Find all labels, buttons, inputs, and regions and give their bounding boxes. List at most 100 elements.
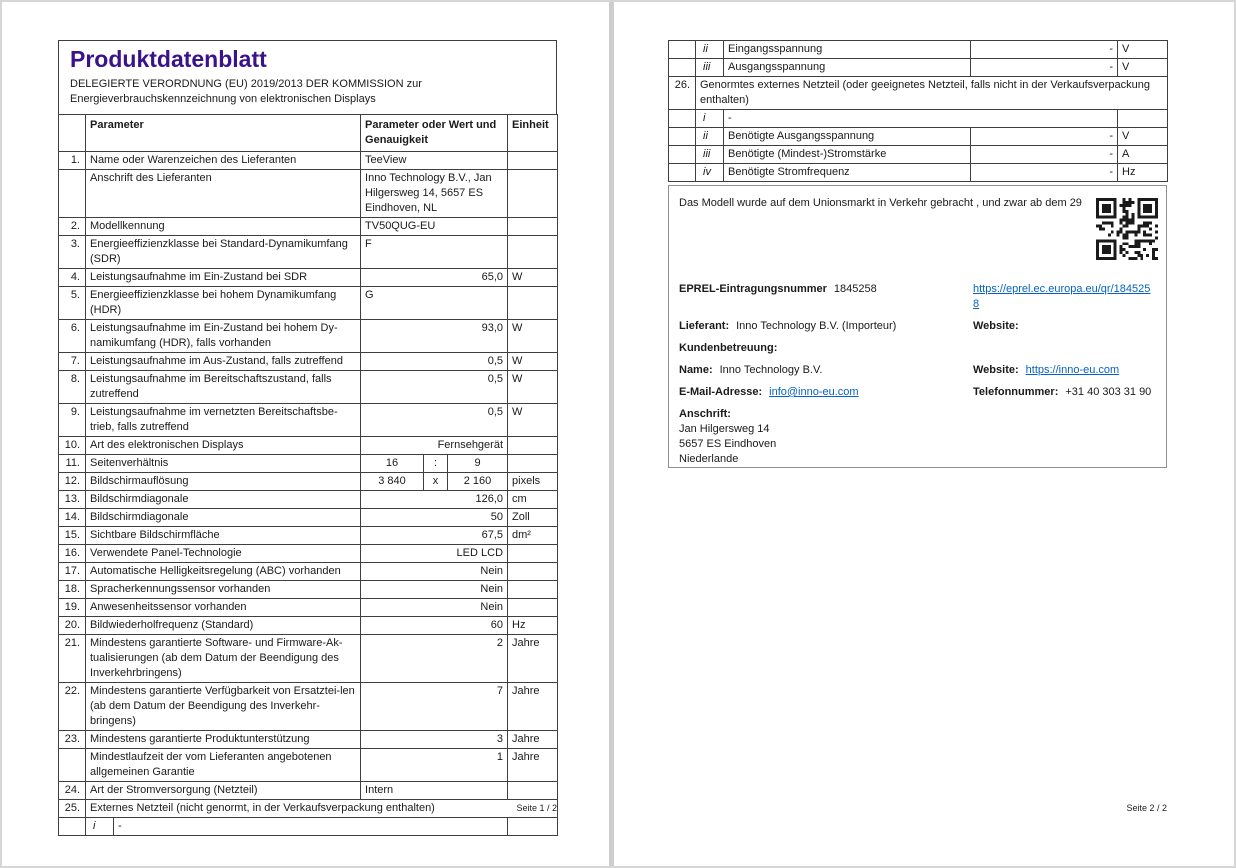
cell-unit xyxy=(507,235,559,269)
cell-parameter: Anschrift des Lieferanten xyxy=(84,169,362,218)
cell-value: 0,5 xyxy=(360,403,509,437)
cell-number: 3. xyxy=(58,235,86,269)
cell-unit: W xyxy=(507,319,559,353)
cell-unit xyxy=(507,169,559,218)
cell-unit xyxy=(507,598,559,617)
field-label: E-Mail-Adresse: xyxy=(679,386,763,398)
cell-parameter: Benötigte (Mindest-)Stromstärke xyxy=(723,145,971,164)
cell-value: LED LCD xyxy=(360,544,509,563)
cell-parameter: Art des elektronischen Displays xyxy=(84,436,362,455)
table-row: 14. Bildschirmdiagonale 50 Zoll xyxy=(58,508,559,527)
table-row: 25. Externes Netzteil (nicht genormt, in … xyxy=(58,799,559,818)
cell-unit: Jahre xyxy=(507,748,559,782)
cell-roman-index: iii xyxy=(695,145,724,164)
cell-parameter: Eingangsspannung xyxy=(723,40,971,59)
field-value: Inno Technology B.V. (Importeur) xyxy=(736,320,897,332)
cell-value: - xyxy=(112,817,509,836)
field-label: Website: xyxy=(973,320,1019,332)
cell-value: Intern xyxy=(360,781,509,800)
cell-roman-index: i xyxy=(695,109,724,128)
cell-value: 2 xyxy=(360,634,509,683)
cell-value: F xyxy=(360,235,509,269)
cell-parameter: Art der Stromversorgung (Netzteil) xyxy=(84,781,362,800)
cell-parameter: Bildschirmdiagonale xyxy=(84,490,362,509)
table-row: 4. Leistungsaufnahme im Ein-Zustand bei S… xyxy=(58,268,559,287)
cell-value-a: 16 xyxy=(360,454,425,473)
cell-parameter: Ausgangsspannung xyxy=(723,58,971,77)
cell-parameter: Leistungsaufnahme im Aus-Zustand, falls … xyxy=(84,352,362,371)
cell-unit: V xyxy=(1117,40,1169,59)
table-row: 6. Leistungsaufnahme im Ein-Zustand bei h… xyxy=(58,319,559,353)
cell-number: 21. xyxy=(58,634,86,683)
cell-roman-index: iv xyxy=(695,163,724,182)
address-line: 5657 ES Eindhoven xyxy=(679,438,777,450)
cell-unit: W xyxy=(507,403,559,437)
table-row: 8. Leistungsaufnahme im Bereitschaftszust… xyxy=(58,370,559,404)
field-label: Name: xyxy=(679,364,713,376)
cell-unit xyxy=(507,286,559,320)
cell-number: 1. xyxy=(58,151,86,170)
col-header-parameter: Parameter xyxy=(84,114,362,152)
cell-unit: Hz xyxy=(1117,163,1169,182)
table-row: 11. Seitenverhältnis 16:9 xyxy=(58,454,559,473)
table-header-row: Parameter Parameter oder Wert und Genaui… xyxy=(58,114,559,152)
cell-parameter: Mindestens garantierte Produktunterstütz… xyxy=(84,730,362,749)
cell-unit: V xyxy=(1117,127,1169,146)
email-row: E-Mail-Adresse: info@inno-eu.com Telefonnu… xyxy=(679,385,1156,400)
table-row: 21. Mindestens garantierte Software- und … xyxy=(58,634,559,683)
cell-number: 22. xyxy=(58,682,86,731)
eprel-row: EPREL-Eintragungsnummer 1845258 https://ep… xyxy=(679,282,1156,312)
cell-parameter: Anwesenheitssensor vorhanden xyxy=(84,598,362,617)
table-row: 7. Leistungsaufnahme im Aus-Zustand, fall… xyxy=(58,352,559,371)
cell-value-b: 9 xyxy=(447,454,509,473)
cell-number xyxy=(668,127,696,146)
subtitle-line-2: Energieverbrauchskennzeichnung von elekt… xyxy=(70,93,376,105)
cell-number: 26. xyxy=(668,76,696,110)
hyperlink[interactable]: https://inno-eu.com xyxy=(1025,364,1120,376)
contact-name-row: Name: Inno Technology B.V. Website: https:/… xyxy=(679,363,1156,378)
cell-number: 5. xyxy=(58,286,86,320)
cell-value: - xyxy=(722,109,1119,128)
table-row: 1. Name oder Warenzeichen des Lieferanten… xyxy=(58,151,559,170)
cell-value: TV50QUG-EU xyxy=(360,217,509,236)
field-label: EPREL-Eintragungsnummer xyxy=(679,283,827,295)
cell-number: 12. xyxy=(58,472,86,491)
table-row: 2. Modellkennung TV50QUG-EU xyxy=(58,217,559,236)
cell-value: - xyxy=(969,145,1119,164)
cell-number: 20. xyxy=(58,616,86,635)
cell-roman-index: iii xyxy=(695,58,724,77)
col-header-number xyxy=(58,114,86,152)
cell-value: 0,5 xyxy=(360,352,509,371)
cell-number: 13. xyxy=(58,490,86,509)
cell-number xyxy=(58,169,86,218)
cell-roman-index: ii xyxy=(695,127,724,146)
field-label: Anschrift: xyxy=(679,408,731,420)
cell-value: G xyxy=(360,286,509,320)
cell-number: 15. xyxy=(58,526,86,545)
cell-number xyxy=(668,58,696,77)
hyperlink[interactable]: https://eprel.ec.europa.eu/qr/1845258 xyxy=(973,283,1151,310)
subtitle: DELEGIERTE VERORDNUNG (EU) 2019/2013 DER… xyxy=(70,77,545,107)
cell-value: 50 xyxy=(360,508,509,527)
table-row: 15. Sichtbare Bildschirmfläche 67,5 dm² xyxy=(58,526,559,545)
cell-unit: W xyxy=(507,370,559,404)
cell-unit: cm xyxy=(507,490,559,509)
cell-number xyxy=(668,40,696,59)
cell-roman-index: i xyxy=(85,817,114,836)
table-row: 17. Automatische Helligkeitsregelung (ABC… xyxy=(58,562,559,581)
cell-value: Nein xyxy=(360,598,509,617)
info-box: Das Modell wurde auf dem Unionsmarkt in … xyxy=(668,185,1167,468)
supplier-row: Lieferant: Inno Technology B.V. (Importeu… xyxy=(679,319,1156,334)
cell-value: 93,0 xyxy=(360,319,509,353)
cell-parameter: Automatische Helligkeitsregelung (ABC) v… xyxy=(84,562,362,581)
customer-service-row: Kundenbetreuung: xyxy=(679,341,1156,356)
subtitle-line-1: DELEGIERTE VERORDNUNG (EU) 2019/2013 DER… xyxy=(70,78,422,90)
cell-unit xyxy=(507,562,559,581)
hyperlink[interactable]: info@inno-eu.com xyxy=(769,386,859,398)
cell-parameter: Seitenverhältnis xyxy=(84,454,362,473)
cell-number: 17. xyxy=(58,562,86,581)
cell-value: TeeView xyxy=(360,151,509,170)
field-value: +31 40 303 31 90 xyxy=(1065,386,1152,398)
cell-unit: Jahre xyxy=(507,682,559,731)
cell-unit: Zoll xyxy=(507,508,559,527)
